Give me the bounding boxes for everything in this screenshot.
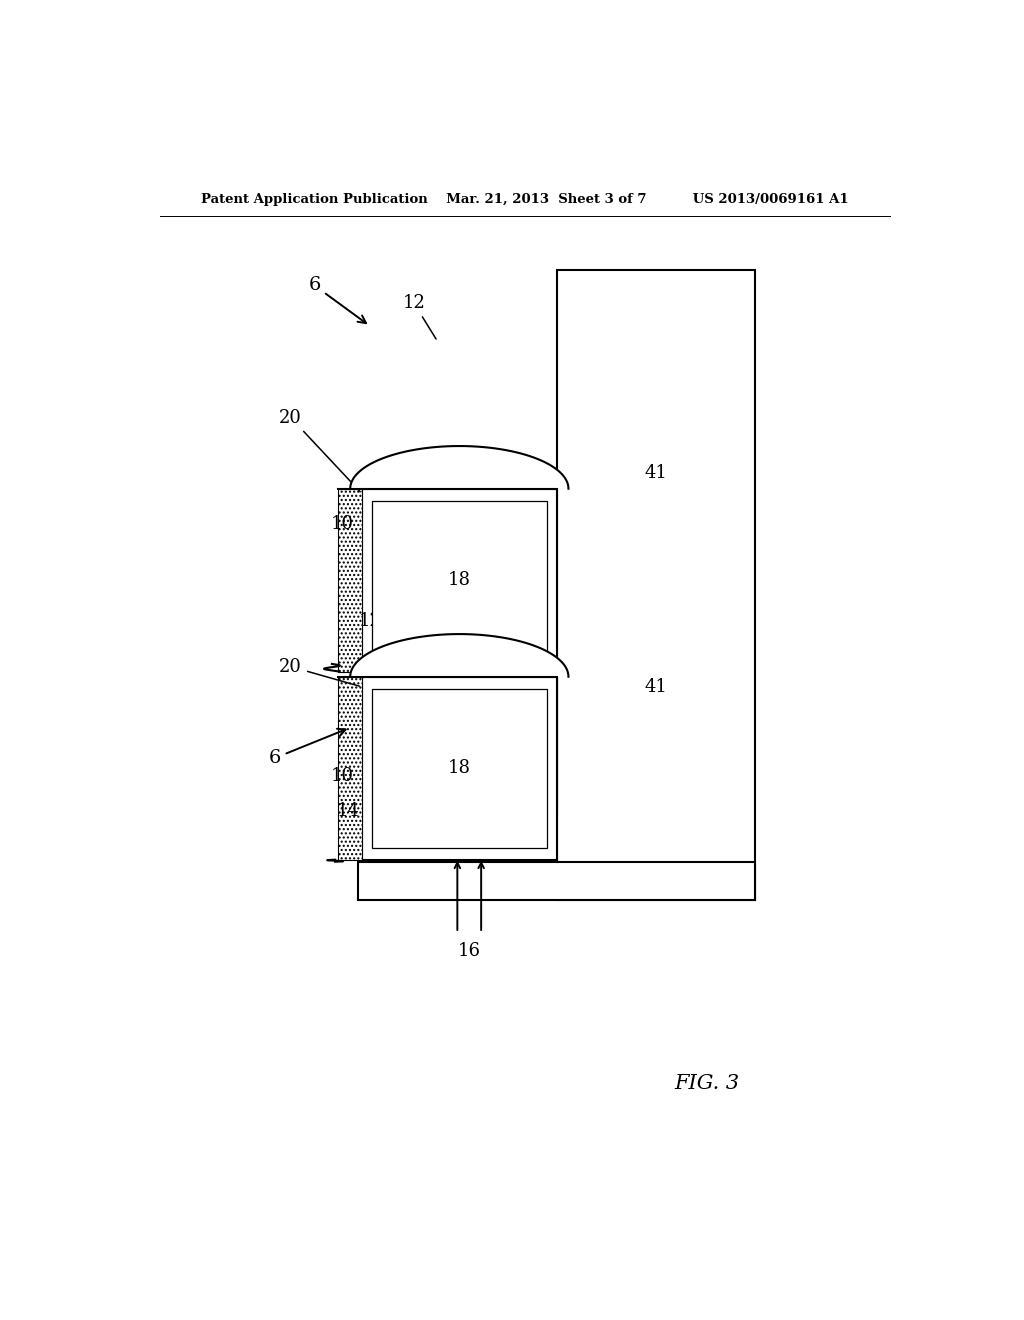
Bar — [362, 677, 557, 859]
Text: FIG. 3: FIG. 3 — [675, 1074, 740, 1093]
Bar — [338, 488, 362, 672]
Bar — [358, 862, 755, 900]
Text: 6: 6 — [268, 729, 346, 767]
Text: 6: 6 — [308, 276, 366, 323]
Text: 16: 16 — [458, 942, 480, 960]
Text: 41: 41 — [644, 465, 668, 483]
Polygon shape — [350, 634, 568, 677]
Bar — [362, 488, 557, 672]
Text: 10: 10 — [331, 515, 353, 533]
Text: 10: 10 — [331, 767, 353, 785]
Text: 18: 18 — [447, 759, 471, 777]
Text: 41: 41 — [644, 678, 668, 696]
Text: 20: 20 — [280, 657, 359, 686]
Bar — [338, 677, 362, 859]
Text: Patent Application Publication    Mar. 21, 2013  Sheet 3 of 7          US 2013/0: Patent Application Publication Mar. 21, … — [201, 193, 849, 206]
Polygon shape — [350, 446, 568, 488]
Text: 18: 18 — [447, 572, 471, 589]
Text: 12: 12 — [402, 294, 436, 339]
Bar — [372, 500, 547, 660]
Bar — [372, 689, 547, 847]
Text: 20: 20 — [280, 409, 360, 492]
Text: 12: 12 — [358, 612, 408, 644]
Text: 16: 16 — [458, 556, 480, 574]
Text: 14: 14 — [337, 803, 360, 820]
Bar — [557, 271, 755, 900]
Bar — [422, 672, 557, 814]
